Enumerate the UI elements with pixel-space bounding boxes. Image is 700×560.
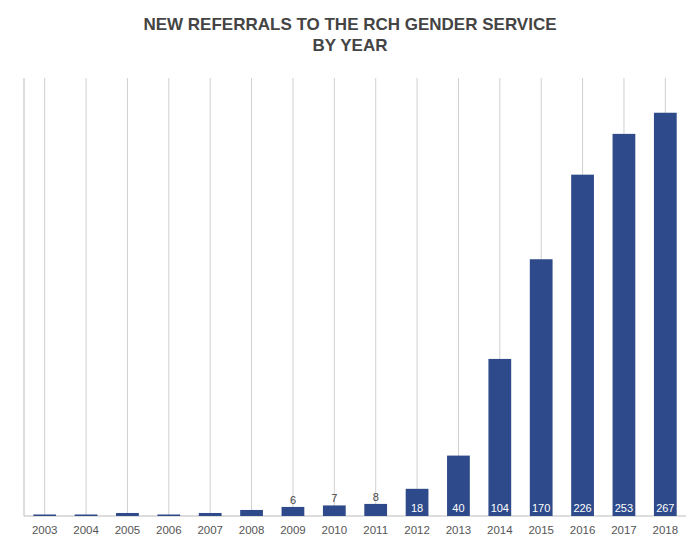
data-label: 40 (452, 502, 464, 514)
x-tick-label: 2011 (363, 524, 388, 536)
data-label: 170 (532, 502, 550, 514)
x-tick-label: 2003 (32, 524, 58, 536)
x-tick-label: 2013 (446, 524, 472, 536)
bar (116, 513, 139, 516)
x-tick-label: 2018 (653, 524, 679, 536)
bar (488, 359, 511, 516)
bar (447, 456, 470, 516)
data-label: 253 (615, 502, 633, 514)
data-label: 267 (656, 502, 674, 514)
x-axis: 2003 2004 2005 2006 2007 2008 2009 2010 2011 2012… (32, 524, 678, 536)
data-label: 104 (491, 502, 509, 514)
data-label: 8 (373, 491, 379, 503)
grid-line (375, 78, 376, 516)
x-tick-label: 2012 (404, 524, 430, 536)
data-label: 7 (331, 492, 337, 504)
grid-line (417, 78, 418, 516)
x-tick-label: 2008 (239, 524, 265, 536)
y-axis-line (24, 78, 25, 516)
x-tick-label: 2007 (197, 524, 223, 536)
grid-line (334, 78, 335, 516)
x-tick-label: 2010 (322, 524, 348, 536)
bar (571, 175, 594, 516)
grid-line (127, 78, 128, 516)
bar (33, 514, 56, 516)
data-label: 226 (573, 502, 591, 514)
x-tick-label: 2006 (156, 524, 182, 536)
x-tick-label: 2009 (280, 524, 306, 536)
bar (406, 489, 429, 516)
bars (33, 113, 676, 516)
x-tick-label: 2016 (570, 524, 596, 536)
grid-line (292, 78, 293, 516)
bar (654, 113, 677, 516)
grid-line (168, 78, 169, 516)
bar (199, 513, 222, 516)
bar (613, 134, 636, 516)
bar (530, 259, 553, 516)
grid-line (458, 78, 459, 516)
grid-line (86, 78, 87, 516)
grid-line (44, 78, 45, 516)
x-tick-label: 2014 (487, 524, 513, 536)
x-tick-label: 2017 (611, 524, 637, 536)
bar (323, 505, 346, 516)
bar (282, 507, 305, 516)
x-tick-label: 2015 (528, 524, 554, 536)
grid-line (210, 78, 211, 516)
data-labels: 6 7 8 18 40 104 170 226 253 267 (290, 491, 675, 514)
data-label: 18 (411, 502, 423, 514)
bar (364, 504, 387, 516)
x-tick-label: 2004 (73, 524, 99, 536)
x-tick-label: 2005 (115, 524, 141, 536)
bar (240, 510, 263, 516)
title: NEW REFERRALS TO THE RCH GENDER SERVICEB… (143, 15, 556, 55)
bar (75, 514, 98, 516)
grid (45, 78, 666, 516)
chart-container: NEW REFERRALS TO THE RCH GENDER SERVICEB… (0, 0, 700, 560)
data-label: 6 (290, 494, 296, 506)
chart-svg: NEW REFERRALS TO THE RCH GENDER SERVICEB… (0, 0, 700, 560)
grid-line (251, 78, 252, 516)
bar (157, 514, 180, 516)
